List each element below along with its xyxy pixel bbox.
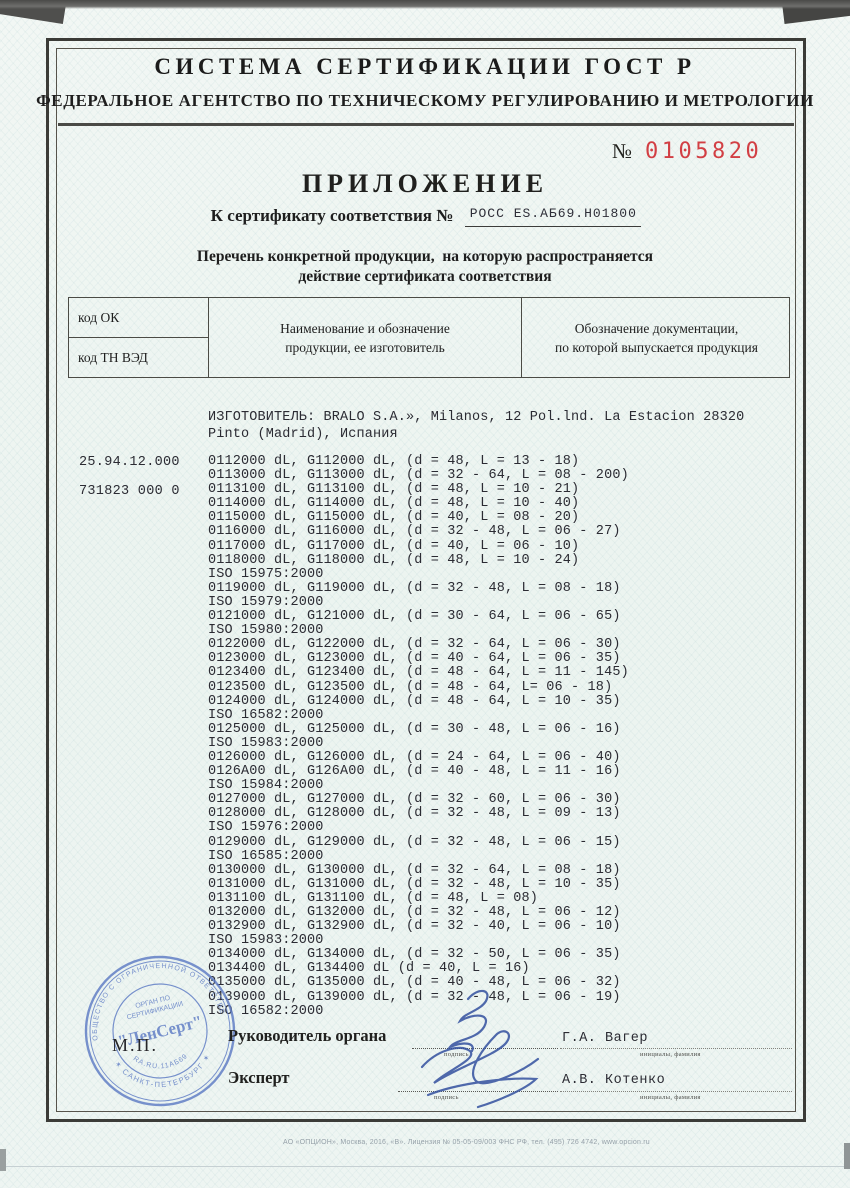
- product-line: 0123000 dL, G123000 dL, (d = 40 - 64, L …: [208, 651, 621, 667]
- stamp-inner-circle: [112, 983, 208, 1079]
- subtitle-line-1: Перечень конкретной продукции, на котору…: [196, 248, 654, 265]
- product-line: ISO 15979:2000: [208, 594, 324, 610]
- product-line: 0131100 dL, G131100 dL, (d = 48, L = 08): [208, 890, 539, 906]
- stamp-outer-circle: [84, 955, 236, 1107]
- product-table-header: код ОК код ТН ВЭД Наименование и обознач…: [68, 297, 790, 378]
- product-line: 0112000 dL, G112000 dL, (d = 48, L = 13 …: [208, 454, 580, 469]
- product-line: 0134400 dL, G134400 dL (d = 40, L = 16): [208, 961, 530, 977]
- product-name-header-line1: Наименование и обозначение: [280, 320, 450, 336]
- product-name-column-header: Наименование и обозначение продукции, ее…: [208, 298, 521, 377]
- product-line: 0123400 dL, G123400 dL, (d = 48 - 64, L …: [208, 665, 629, 681]
- product-line: 0134000 dL, G134000 dL, (d = 32 - 50, L …: [208, 947, 621, 963]
- document-title: ПРИЛОЖЕНИЕ: [301, 169, 549, 198]
- product-line: 0128000 dL, G128000 dL, (d = 32 - 48, L …: [208, 806, 621, 822]
- scan-mark-bottom-right: [844, 1143, 850, 1169]
- product-line: 0118000 dL, G118000 dL, (d = 48, L = 10 …: [208, 552, 580, 568]
- handwritten-signatures: [420, 989, 540, 1109]
- stamp-place-label: М.П.: [112, 1035, 159, 1055]
- product-line: 0119000 dL, G119000 dL, (d = 32 - 48, L …: [208, 580, 621, 596]
- product-line: 0121000 dL, G121000 dL, (d = 30 - 64, L …: [208, 609, 621, 625]
- product-line: ISO 15984:2000: [208, 778, 324, 794]
- product-line: ISO 15983:2000: [208, 735, 324, 751]
- head-autograph: [446, 989, 489, 1053]
- expert-signature-line: [398, 1091, 558, 1092]
- product-line: 0114000 dL, G114000 dL, (d = 48, L = 10 …: [208, 496, 580, 512]
- product-name-header-line2: продукции, ее изготовитель: [285, 339, 445, 355]
- expert-label: Эксперт: [228, 1068, 290, 1087]
- documentation-column-header: Обозначение документации, по которой вып…: [521, 298, 791, 377]
- product-line: 0130000 dL, G130000 dL, (d = 32 - 64, L …: [208, 862, 621, 878]
- code-tnved-value: 731823 000 0: [79, 484, 180, 499]
- head-name-caption: инициалы, фамилия: [640, 1051, 701, 1058]
- product-line: 0113000 dL, G113000 dL, (d = 32 - 64, L …: [208, 468, 629, 484]
- scan-mark-bottom-left: [0, 1149, 6, 1171]
- product-line: ISO 15983:2000: [208, 933, 324, 949]
- scan-edge-top: [0, 0, 850, 9]
- product-line: 0129000 dL, G129000 dL, (d = 32 - 48, L …: [208, 834, 621, 850]
- expert-name: А.В. Котенко: [562, 1073, 666, 1088]
- certificate-reference-label: К сертификату соответствия №: [210, 206, 454, 225]
- manufacturer-block: ИЗГОТОВИТЕЛЬ: BRALO S.A.», Milanos, 12 P…: [208, 410, 744, 443]
- stamp-second-circle: [89, 960, 231, 1102]
- expert-sign-caption: подпись: [434, 1094, 459, 1101]
- product-line: 0124000 dL, G124000 dL, (d = 48 - 64, L …: [208, 693, 621, 709]
- head-sign-caption: подпись: [444, 1051, 469, 1058]
- product-line: 0113100 dL, G113100 dL, (d = 48, L = 10 …: [208, 482, 580, 498]
- product-line: ISO 15976:2000: [208, 820, 324, 836]
- product-line: 0125000 dL, G125000 dL, (d = 30 - 48, L …: [208, 721, 621, 737]
- product-line: ISO 15980:2000: [208, 623, 324, 639]
- product-line: 0139000 dL, G139000 dL, (d = 32 - 48, L …: [208, 989, 621, 1005]
- product-line: 0132000 dL, G132000 dL, (d = 32 - 48, L …: [208, 905, 621, 920]
- product-list: 0112000 dL, G112000 dL, (d = 48, L = 13 …: [208, 454, 629, 1019]
- product-line: 0123500 dL, G123500 dL, (d = 48 - 64, L=…: [208, 679, 613, 695]
- documentation-header-line2: по которой выпускается продукция: [555, 339, 758, 355]
- certificate-number: РОСС ES.АБ69.Н01800: [465, 206, 642, 227]
- product-line: 0131000 dL, G131000 dL, (d = 32 - 48, L …: [208, 876, 621, 892]
- number-sign: №: [612, 139, 633, 163]
- product-line: 0127000 dL, G127000 dL, (d = 32 - 60, L …: [208, 792, 621, 808]
- product-line: 0115000 dL, G115000 dL, (d = 40, L = 08 …: [208, 510, 580, 526]
- scan-edge-bottom: [0, 1166, 850, 1167]
- manufacturer-line: ИЗГОТОВИТЕЛЬ: BRALO S.A.», Milanos, 12 P…: [208, 410, 745, 425]
- code-ok-header: код ОК: [69, 298, 208, 338]
- head-name: Г.А. Вагер: [562, 1031, 649, 1046]
- inner-frame: [56, 48, 796, 1112]
- outer-frame: [46, 38, 806, 1122]
- expert-name-caption: инициалы, фамилия: [640, 1094, 701, 1101]
- product-line: ISO 16582:2000: [208, 707, 324, 723]
- product-line: ISO 15975:2000: [208, 566, 324, 582]
- product-line: 0116000 dL, G116000 dL, (d = 32 - 48, L …: [208, 524, 621, 540]
- expert-name-line: [560, 1091, 792, 1092]
- product-line: 0126000 dL, G126000 dL, (d = 24 - 64, L …: [208, 749, 621, 765]
- documentation-header-line1: Обозначение документации,: [574, 320, 739, 336]
- subtitle-line-2: действие сертификата соответствия: [298, 268, 552, 285]
- head-name-line: [560, 1048, 792, 1049]
- header-divider: [58, 123, 794, 126]
- expert-autograph: [420, 1030, 540, 1109]
- manufacturer-line: Pinto (Madrid), Испания: [208, 426, 398, 442]
- head-of-body-label: Руководитель органа: [228, 1026, 387, 1045]
- printing-house-imprint: АО «ОПЦИОН», Москва, 2016, «В». Лицензия…: [283, 1139, 650, 1146]
- agency-name: ФЕДЕРАЛЬНОЕ АГЕНТСТВО ПО ТЕХНИЧЕСКОМУ РЕ…: [36, 91, 814, 110]
- certificate-reference: К сертификату соответствия № РОСС ES.АБ6…: [56, 206, 796, 227]
- blank-number-value: 0105820: [645, 139, 763, 164]
- code-ok-value: 25.94.12.000: [79, 455, 180, 470]
- product-line: ISO 16585:2000: [208, 848, 324, 864]
- product-line: 0117000 dL, G117000 dL, (d = 40, L = 06 …: [208, 538, 580, 554]
- code-column: код ОК код ТН ВЭД: [69, 298, 208, 377]
- product-line: 0135000 dL, G135000 dL, (d = 40 - 48, L …: [208, 975, 621, 991]
- system-title: СИСТЕМА СЕРТИФИКАЦИИ ГОСТ Р: [154, 54, 696, 79]
- code-tnved-header: код ТН ВЭД: [78, 349, 148, 365]
- product-line: 0122000 dL, G122000 dL, (d = 32 - 64, L …: [208, 637, 621, 653]
- product-line: 0126A00 dL, G126A00 dL, (d = 40 - 48, L …: [208, 764, 621, 780]
- blank-number: № 0105820: [612, 139, 762, 164]
- product-line: 0132900 dL, G132900 dL, (d = 32 - 40, L …: [208, 919, 621, 935]
